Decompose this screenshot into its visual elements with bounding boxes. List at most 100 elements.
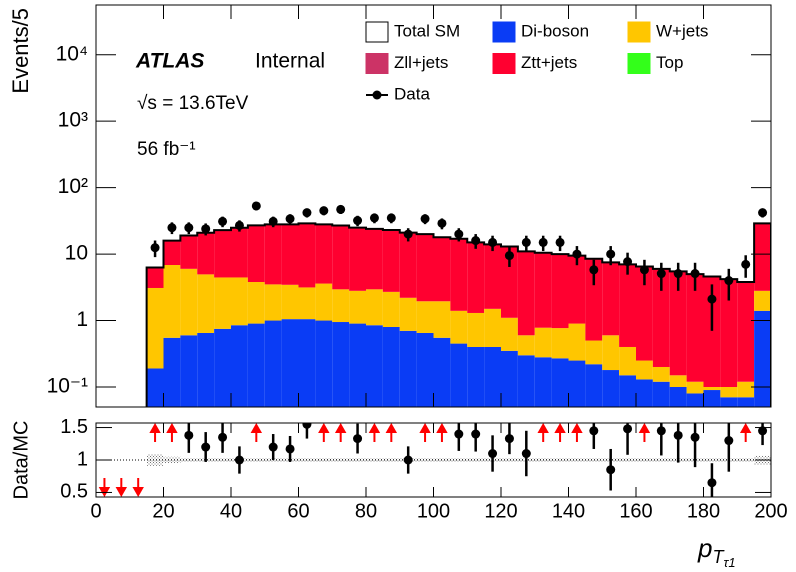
y-tick-label: 10 — [65, 242, 88, 265]
ratio-point — [488, 449, 498, 459]
x-tick-label: 160 — [619, 500, 652, 522]
mc-uncertainty-band — [180, 458, 198, 462]
data-point — [268, 216, 278, 226]
stack-segment — [720, 397, 738, 407]
stack-segment — [450, 310, 468, 344]
x-label-main: p — [697, 533, 712, 563]
data-point — [572, 249, 582, 259]
stack-segment — [619, 375, 636, 407]
stack-segment — [231, 277, 248, 326]
stack-segment — [332, 322, 350, 407]
stack-segment — [416, 234, 434, 302]
mc-uncertainty-band — [652, 458, 670, 462]
stack-segment — [247, 225, 265, 283]
mc-uncertainty-band — [366, 458, 383, 462]
stack-segment — [568, 255, 586, 324]
ratio-point — [707, 478, 717, 488]
stack-segment — [197, 332, 215, 407]
stack-segment — [281, 224, 299, 285]
x-tick-label: 180 — [687, 500, 720, 522]
stack-segment — [501, 350, 518, 407]
mc-uncertainty-band — [737, 458, 755, 462]
mc-uncertainty-band — [416, 458, 434, 462]
x-tick-label: 140 — [552, 500, 585, 522]
data-point — [285, 214, 295, 224]
ratio-point — [285, 444, 295, 454]
x-tick-label: 80 — [355, 500, 377, 522]
data-point — [758, 208, 768, 218]
ratio-overflow-arrow — [638, 423, 651, 442]
stack-segment — [636, 266, 653, 361]
stack-segment — [315, 320, 333, 407]
mc-uncertainty-band — [585, 458, 603, 462]
data-point — [656, 269, 666, 279]
mc-uncertainty-band — [636, 458, 653, 462]
ratio-point — [758, 426, 768, 436]
stack-segment — [652, 268, 670, 367]
stack-segment — [585, 364, 603, 407]
data-point — [741, 259, 751, 269]
stack-segment — [332, 225, 350, 290]
stack-segment — [247, 323, 265, 407]
ratio-point — [589, 426, 599, 436]
ratio-overflow-arrow — [334, 423, 347, 442]
data-point — [302, 208, 312, 218]
stack-segment — [551, 328, 569, 359]
stack-segment — [534, 327, 552, 358]
mc-uncertainty-band — [315, 458, 333, 462]
ratio-point — [353, 434, 363, 444]
ratio-overflow-arrow — [436, 423, 448, 442]
data-point — [201, 224, 211, 234]
ratio-point — [201, 442, 211, 452]
y-tick-label: 10⁴ — [56, 42, 88, 65]
legend-swatch — [627, 53, 651, 74]
legend-label: Total SM — [394, 21, 460, 40]
ratio-overflow-arrow — [385, 423, 398, 442]
data-point — [403, 229, 413, 239]
stack-segment — [602, 262, 620, 336]
stack-segment — [568, 360, 586, 407]
ratio-point — [234, 455, 244, 465]
data-point — [437, 218, 447, 228]
data-point — [504, 251, 514, 261]
stack-segment — [264, 284, 282, 321]
stack-segment — [669, 271, 687, 376]
data-point — [555, 237, 565, 247]
stack-segment — [214, 277, 231, 329]
stack-segment — [197, 232, 215, 275]
stack-segment — [231, 325, 248, 407]
data-point — [623, 257, 633, 267]
data-point — [673, 269, 683, 279]
stack-segment — [433, 237, 451, 302]
stack-segment — [264, 320, 282, 407]
stack-segment — [450, 238, 468, 311]
mc-uncertainty-band — [146, 454, 164, 466]
x-tick-label: 0 — [90, 500, 101, 522]
stack-segment — [517, 335, 535, 356]
stack-segment — [568, 323, 586, 361]
ratio-y-tick-label: 1.5 — [60, 416, 88, 438]
stack-segment — [737, 282, 755, 382]
mc-uncertainty-band — [247, 458, 265, 462]
legend-label: Ztt+jets — [521, 53, 577, 72]
x-label-subsub: τ1 — [723, 555, 735, 570]
stack-segment — [669, 375, 687, 387]
stack-segment — [602, 370, 620, 407]
ratio-underflow-arrow — [98, 478, 111, 497]
stack-segment — [484, 244, 501, 309]
stack-segment — [467, 312, 485, 347]
stack-segment — [315, 224, 333, 284]
ratio-point — [656, 426, 666, 436]
stack-segment — [754, 310, 771, 407]
x-label-sub: T — [712, 547, 725, 567]
stack-segment — [399, 330, 417, 407]
legend-marker — [372, 90, 382, 100]
stack-segment — [349, 323, 366, 407]
main-frame — [95, 4, 772, 408]
ratio-point — [302, 423, 312, 429]
data-point — [184, 223, 194, 233]
ratio-overflow-arrow — [166, 423, 178, 442]
ratio-overflow-arrow — [250, 423, 263, 442]
ratio-overflow-arrow — [368, 423, 381, 442]
stack-segment — [652, 381, 670, 407]
